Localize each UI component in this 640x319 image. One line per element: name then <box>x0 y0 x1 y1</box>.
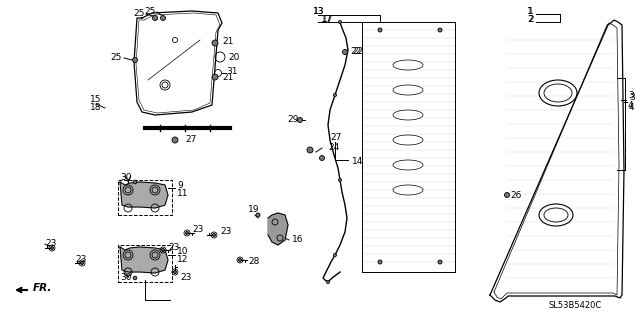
Circle shape <box>212 74 218 80</box>
Text: 30: 30 <box>120 273 131 283</box>
Text: 2: 2 <box>528 14 534 24</box>
Text: 23: 23 <box>192 226 204 234</box>
Text: 27: 27 <box>330 133 341 143</box>
Circle shape <box>339 20 342 24</box>
Polygon shape <box>268 213 288 245</box>
Circle shape <box>132 57 138 63</box>
Circle shape <box>438 260 442 264</box>
Text: 27: 27 <box>185 136 196 145</box>
Ellipse shape <box>393 85 423 95</box>
Circle shape <box>256 213 260 217</box>
Circle shape <box>161 16 166 20</box>
Circle shape <box>319 155 324 160</box>
Text: 19: 19 <box>248 205 259 214</box>
Text: SL53B5420C: SL53B5420C <box>548 301 602 310</box>
Circle shape <box>161 249 164 251</box>
Polygon shape <box>120 182 168 208</box>
Polygon shape <box>120 247 168 273</box>
Text: 10: 10 <box>177 248 189 256</box>
Bar <box>118 245 172 282</box>
Text: 30: 30 <box>120 173 131 182</box>
Circle shape <box>298 117 303 122</box>
Ellipse shape <box>393 135 423 145</box>
Text: 21: 21 <box>222 38 234 47</box>
Text: 3: 3 <box>629 93 635 102</box>
Text: 22: 22 <box>350 48 361 56</box>
Text: 15: 15 <box>90 95 102 105</box>
Text: 23: 23 <box>75 256 86 264</box>
Text: 1: 1 <box>527 8 532 17</box>
Text: 13: 13 <box>313 8 324 17</box>
Text: 23: 23 <box>168 243 179 253</box>
Text: 9: 9 <box>177 181 183 189</box>
Text: 29: 29 <box>287 115 298 124</box>
Text: 21: 21 <box>222 72 234 81</box>
Text: 25: 25 <box>134 10 145 19</box>
Circle shape <box>186 232 189 234</box>
Circle shape <box>326 280 330 284</box>
Text: 3: 3 <box>628 91 634 100</box>
Ellipse shape <box>393 110 423 120</box>
Text: 26: 26 <box>510 190 522 199</box>
Circle shape <box>333 254 337 256</box>
Circle shape <box>307 147 313 153</box>
Text: 1: 1 <box>528 6 534 16</box>
Text: 20: 20 <box>228 53 239 62</box>
Text: 25: 25 <box>111 54 122 63</box>
Text: 23: 23 <box>45 240 56 249</box>
Circle shape <box>239 258 241 262</box>
Circle shape <box>133 276 137 280</box>
Text: 23: 23 <box>220 227 232 236</box>
Text: 17: 17 <box>322 16 333 25</box>
Circle shape <box>504 192 509 197</box>
Circle shape <box>81 262 83 264</box>
Circle shape <box>133 180 137 184</box>
Text: 4: 4 <box>629 102 635 112</box>
Text: 24: 24 <box>328 144 339 152</box>
Ellipse shape <box>393 60 423 70</box>
Text: 4: 4 <box>628 100 634 109</box>
Bar <box>118 180 172 215</box>
Circle shape <box>173 271 177 273</box>
Ellipse shape <box>393 185 423 195</box>
Circle shape <box>172 137 178 143</box>
Text: 13: 13 <box>313 6 324 16</box>
Circle shape <box>152 16 157 20</box>
Circle shape <box>333 93 337 97</box>
Text: 2: 2 <box>527 16 532 25</box>
Text: 28: 28 <box>248 257 259 266</box>
Text: 12: 12 <box>177 256 188 264</box>
Text: FR.: FR. <box>33 283 52 293</box>
Text: 11: 11 <box>177 189 189 197</box>
Text: 14: 14 <box>352 158 364 167</box>
Circle shape <box>51 247 54 249</box>
Circle shape <box>378 260 382 264</box>
Circle shape <box>212 234 216 236</box>
Circle shape <box>339 179 342 182</box>
Text: 23: 23 <box>180 273 191 283</box>
Text: 22: 22 <box>352 48 364 56</box>
Circle shape <box>212 40 218 46</box>
Text: 16: 16 <box>292 235 303 244</box>
Circle shape <box>438 28 442 32</box>
Text: 17: 17 <box>321 14 333 24</box>
Text: 25: 25 <box>145 8 156 17</box>
Text: 18: 18 <box>90 103 102 113</box>
Circle shape <box>378 28 382 32</box>
Circle shape <box>342 49 348 55</box>
Ellipse shape <box>393 160 423 170</box>
Text: 31: 31 <box>226 66 237 76</box>
